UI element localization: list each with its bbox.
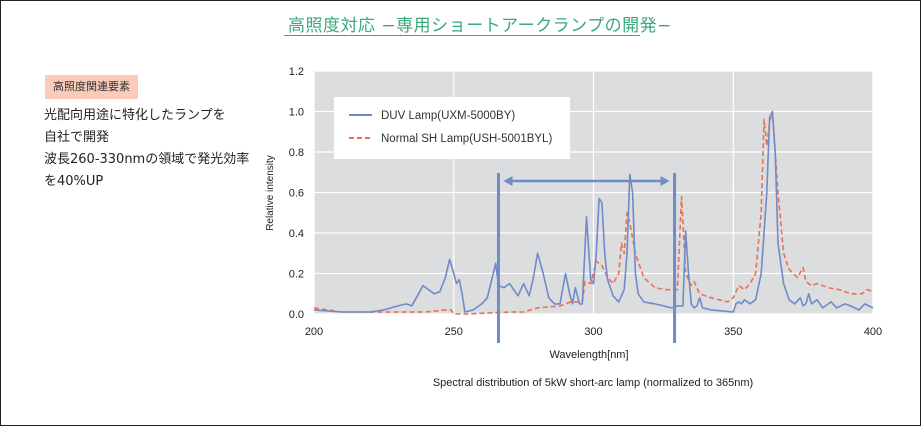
arrow-head-left: [503, 176, 513, 186]
y-tick-label: 1.2: [289, 66, 304, 78]
y-tick-label: 0.6: [289, 188, 304, 200]
title-underline: [284, 35, 640, 36]
legend: DUV Lamp(UXM-5000BY) Normal SH Lamp(USH-…: [334, 97, 570, 159]
page-title: 高照度対応 −専用ショートアークランプの開発−: [288, 16, 672, 36]
category-tag: 高照度関連要素: [45, 75, 138, 99]
y-tick-label: 1.0: [289, 107, 304, 119]
y-tick-label: 0.2: [289, 269, 304, 281]
chart-caption: Spectral distribution of 5kW short-arc l…: [433, 377, 753, 389]
series-line-duv: [313, 110, 874, 313]
y-tick-label: 0.4: [289, 228, 304, 240]
legend-label-normal: Normal SH Lamp(USH-5001BYL): [381, 133, 552, 145]
arrow-head-right: [660, 176, 670, 186]
x-tick-label: 350: [724, 326, 742, 338]
y-tick-label: 0.8: [289, 147, 304, 159]
description: 光配向用途に特化したランプを 自社で開発 波長260-330nmの領域で発光効率…: [44, 105, 249, 193]
description-line: を40%UP: [44, 174, 104, 189]
y-axis-label: Relative intensity: [265, 155, 276, 231]
description-line: 光配向用途に特化したランプを: [44, 108, 226, 123]
description-line: 自社で開発: [44, 130, 110, 145]
legend-label-duv: DUV Lamp(UXM-5000BY): [381, 110, 515, 122]
x-tick-label: 200: [305, 326, 323, 338]
x-tick-label: 250: [445, 326, 463, 338]
x-tick-label: 400: [864, 326, 882, 338]
y-tick-label: 0.0: [289, 309, 304, 321]
legend-box: [334, 97, 570, 159]
x-tick-label: 300: [584, 326, 602, 338]
x-axis-label: Wavelength[nm]: [549, 349, 628, 361]
description-line: 波長260-330nmの領域で発光効率: [44, 152, 250, 167]
